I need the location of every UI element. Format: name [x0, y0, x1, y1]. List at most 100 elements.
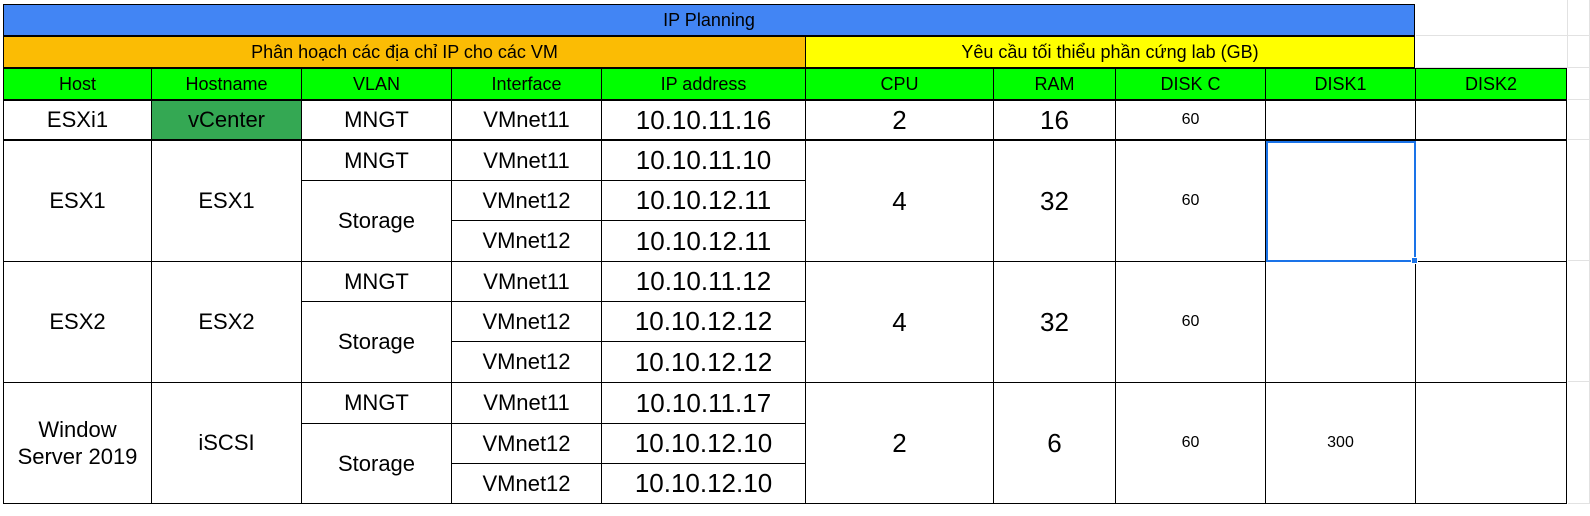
cell-ram[interactable]: 16	[993, 100, 1116, 140]
section-ip-label: Phân hoạch các địa chỉ IP cho các VM	[251, 41, 558, 62]
empty-cell[interactable]	[1568, 0, 1590, 36]
cell-vlan[interactable]: Storage	[301, 301, 452, 383]
cell-text: 60	[1181, 313, 1200, 330]
cell-text: 4	[892, 185, 907, 216]
cell-ip[interactable]: 10.10.11.16	[601, 100, 806, 140]
cell-hostname-vcenter[interactable]: vCenter	[151, 100, 302, 140]
empty-cell[interactable]	[1416, 0, 1568, 36]
header-disk1[interactable]: DISK1	[1265, 68, 1416, 100]
cell-disk1[interactable]	[1265, 100, 1416, 140]
cell-text: VMnet12	[482, 308, 571, 334]
cell-text: ESXi1	[46, 107, 109, 132]
cell-text: VMnet11	[483, 107, 570, 132]
header-interface[interactable]: Interface	[451, 68, 602, 100]
cell-text: 60	[1181, 434, 1200, 451]
cell-vlan[interactable]: MNGT	[301, 100, 452, 140]
cell-hostname[interactable]: ESX1	[151, 140, 302, 262]
fill-handle[interactable]	[1411, 257, 1418, 264]
cell-ip[interactable]: 10.10.12.11	[601, 220, 806, 262]
cell-cpu[interactable]: 4	[805, 261, 994, 383]
cell-cpu[interactable]: 2	[805, 382, 994, 504]
cell-interface[interactable]: VMnet12	[451, 423, 602, 464]
cell-ip[interactable]: 10.10.11.17	[601, 382, 806, 424]
cell-ip[interactable]: 10.10.12.11	[601, 180, 806, 221]
header-cpu[interactable]: CPU	[805, 68, 994, 100]
cell-disk2[interactable]	[1415, 382, 1567, 504]
cell-disk2[interactable]	[1415, 261, 1567, 383]
cell-interface[interactable]: VMnet11	[451, 140, 602, 181]
empty-cell[interactable]	[1568, 36, 1590, 68]
empty-cell[interactable]	[1568, 261, 1590, 382]
header-hostname[interactable]: Hostname	[151, 68, 302, 100]
cell-text: 10.10.12.12	[634, 346, 773, 377]
cell-disk1[interactable]	[1265, 261, 1416, 383]
cell-text: VMnet11	[483, 390, 570, 415]
cell-interface[interactable]: VMnet12	[451, 180, 602, 221]
header-label: DISK C	[1160, 73, 1221, 94]
title-cell[interactable]: IP Planning	[3, 4, 1415, 36]
cell-interface[interactable]: VMnet11	[451, 382, 602, 424]
cell-text: Storage	[337, 329, 416, 354]
cell-host[interactable]: ESX2	[3, 261, 152, 383]
cell-ip[interactable]: 10.10.12.10	[601, 463, 806, 504]
cell-disk1[interactable]	[1265, 140, 1416, 262]
header-label: Hostname	[185, 73, 268, 94]
cell-text: VMnet12	[482, 349, 571, 374]
cell-disk2[interactable]	[1415, 100, 1567, 140]
cell-text: 2	[892, 427, 907, 458]
cell-vlan[interactable]: Storage	[301, 423, 452, 504]
cell-disk2[interactable]	[1415, 140, 1567, 262]
cell-host[interactable]: Window Server 2019	[3, 382, 152, 504]
empty-cell[interactable]	[1568, 100, 1590, 140]
cell-interface[interactable]: VMnet12	[451, 220, 602, 262]
header-label: Host	[58, 73, 96, 94]
header-disk-c[interactable]: DISK C	[1115, 68, 1266, 100]
cell-cpu[interactable]: 2	[805, 100, 994, 140]
cell-ram[interactable]: 6	[993, 382, 1116, 504]
cell-hostname[interactable]: ESX2	[151, 261, 302, 383]
cell-ip[interactable]: 10.10.12.10	[601, 423, 806, 464]
cell-hostname[interactable]: iSCSI	[151, 382, 302, 504]
cell-disk-c[interactable]: 60	[1115, 382, 1266, 504]
cell-ip[interactable]: 10.10.12.12	[601, 301, 806, 342]
cell-interface[interactable]: VMnet12	[451, 301, 602, 342]
empty-cell[interactable]	[1568, 140, 1590, 261]
cell-text: 2	[892, 104, 907, 135]
cell-vlan[interactable]: MNGT	[301, 140, 452, 181]
cell-disk-c[interactable]: 60	[1115, 261, 1266, 383]
cell-cpu[interactable]: 4	[805, 140, 994, 262]
cell-host[interactable]: ESXi1	[3, 100, 152, 140]
header-ip-address[interactable]: IP address	[601, 68, 806, 100]
cell-ip[interactable]: 10.10.11.10	[601, 140, 806, 181]
cell-ip[interactable]: 10.10.12.12	[601, 341, 806, 383]
section-ip-cell[interactable]: Phân hoạch các địa chỉ IP cho các VM	[3, 36, 806, 68]
header-vlan[interactable]: VLAN	[301, 68, 452, 100]
cell-text: iSCSI	[198, 430, 255, 455]
empty-cell[interactable]	[1568, 68, 1590, 100]
cell-interface[interactable]: VMnet12	[451, 341, 602, 383]
cell-text: VMnet12	[482, 470, 571, 496]
cell-disk-c[interactable]: 60	[1115, 140, 1266, 262]
cell-vlan[interactable]: MNGT	[301, 261, 452, 302]
header-host[interactable]: Host	[3, 68, 152, 100]
cell-host[interactable]: ESX1	[3, 140, 152, 262]
header-disk2[interactable]: DISK2	[1415, 68, 1567, 100]
empty-cell[interactable]	[1416, 36, 1568, 68]
cell-interface[interactable]: VMnet11	[451, 100, 602, 140]
cell-vlan[interactable]: Storage	[301, 180, 452, 262]
cell-ram[interactable]: 32	[993, 261, 1116, 383]
section-hw-cell[interactable]: Yêu cầu tối thiểu phần cứng lab (GB)	[805, 36, 1415, 68]
cell-interface[interactable]: VMnet11	[451, 261, 602, 302]
cell-ip[interactable]: 10.10.11.12	[601, 261, 806, 302]
empty-cell[interactable]	[1568, 382, 1590, 504]
cell-text: 32	[1040, 306, 1069, 337]
cell-vlan[interactable]: MNGT	[301, 382, 452, 424]
cell-ram[interactable]: 32	[993, 140, 1116, 262]
cell-interface[interactable]: VMnet12	[451, 463, 602, 504]
header-label: VLAN	[352, 73, 401, 94]
cell-text: 10.10.11.10	[635, 145, 772, 175]
cell-disk1[interactable]: 300	[1265, 382, 1416, 504]
header-ram[interactable]: RAM	[993, 68, 1116, 100]
cell-disk-c[interactable]: 60	[1115, 100, 1266, 140]
